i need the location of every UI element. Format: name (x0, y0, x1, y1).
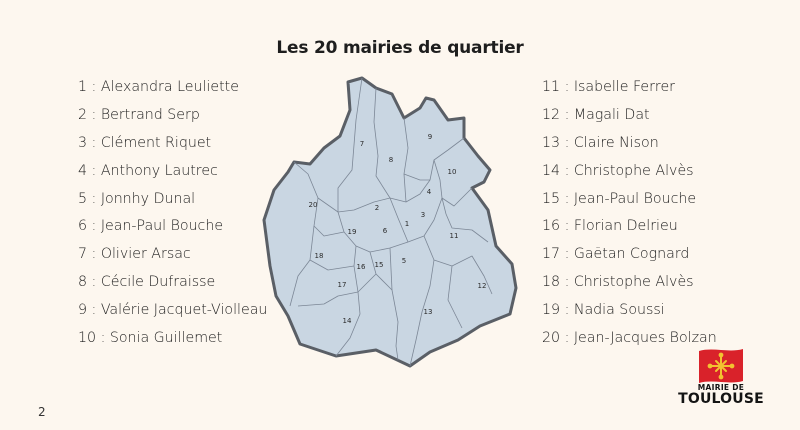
mairie-de-toulouse-logo: MAIRIE DE TOULOUSE (677, 347, 765, 411)
district-number-label: 5 (402, 257, 406, 265)
district-number-label: 19 (348, 228, 357, 236)
mayor-list-item: 14 : Christophe Alvès (542, 162, 694, 179)
district-number-label: 1 (405, 220, 409, 228)
district-number-label: 8 (389, 156, 393, 164)
mayor-list-item: 9 : Valérie Jacquet-Violleau (78, 302, 268, 319)
district-number-label: 12 (478, 282, 487, 290)
district-number-label: 15 (375, 261, 384, 269)
district-number-label: 17 (338, 281, 347, 289)
district-number-label: 10 (448, 168, 457, 176)
district-number-label: 16 (357, 263, 366, 271)
city-outline (262, 76, 518, 368)
district-number-label: 13 (424, 308, 433, 316)
district-number-label: 7 (360, 140, 364, 148)
district-number-label: 11 (450, 232, 459, 240)
mayor-list-item: 11 : Isabelle Ferrer (542, 79, 676, 95)
occitan-flag-icon (699, 349, 743, 383)
district-number-label: 2 (375, 204, 379, 212)
mayor-list-item: 16 : Florian Delrieu (542, 218, 678, 235)
mayor-list-item: 8 : Cécile Dufraisse (78, 274, 216, 291)
mayor-list-item: 5 : Jonnhy Dunal (78, 190, 196, 207)
district-number-label: 20 (309, 201, 318, 209)
district-number-label: 9 (428, 133, 432, 141)
district-borders (289, 77, 493, 367)
district-number-label: 4 (427, 188, 432, 196)
mayor-list-item: 12 : Magali Dat (542, 106, 650, 123)
district-number-label: 3 (421, 211, 425, 219)
logo-line-1: MAIRIE DE (697, 383, 745, 392)
mayor-list-item: 17 : Gaëtan Cognard (542, 246, 690, 263)
logo-line-2: TOULOUSE (678, 391, 764, 407)
district-number-label: 18 (315, 252, 324, 260)
page-number: 2 (38, 405, 46, 419)
mayor-list-item: 1 : Alexandra Leuliette (78, 79, 239, 95)
mayor-list-item: 7 : Olivier Arsac (78, 246, 191, 263)
mayor-list-item: 13 : Claire Nison (542, 134, 659, 151)
mayors-list-left: 1 : Alexandra Leuliette 2 : Bertrand Serp… (78, 74, 267, 353)
district-number-label: 6 (383, 227, 388, 235)
mayor-list-item: 3 : Clément Riquet (78, 134, 212, 151)
mayor-list-item: 15 : Jean-Paul Bouche (542, 190, 697, 207)
mayors-list-right: 11 : Isabelle Ferrer 12 : Magali Dat 13 : … (542, 74, 717, 353)
mayor-list-item: 10 : Sonia Guillemet (78, 330, 223, 347)
mayor-list-item: 18 : Christophe Alvès (542, 274, 694, 291)
page-title: Les 20 mairies de quartier (276, 38, 524, 58)
mayor-list-item: 4 : Anthony Lautrec (78, 162, 218, 179)
mayor-list-item: 2 : Bertrand Serp (78, 106, 200, 123)
mayor-list-item: 6 : Jean-Paul Bouche (78, 218, 224, 235)
mayor-list-item: 19 : Nadia Soussi (542, 302, 665, 319)
district-number-label: 14 (343, 317, 352, 325)
mayor-list-item: 20 : Jean-Jacques Bolzan (542, 330, 717, 347)
